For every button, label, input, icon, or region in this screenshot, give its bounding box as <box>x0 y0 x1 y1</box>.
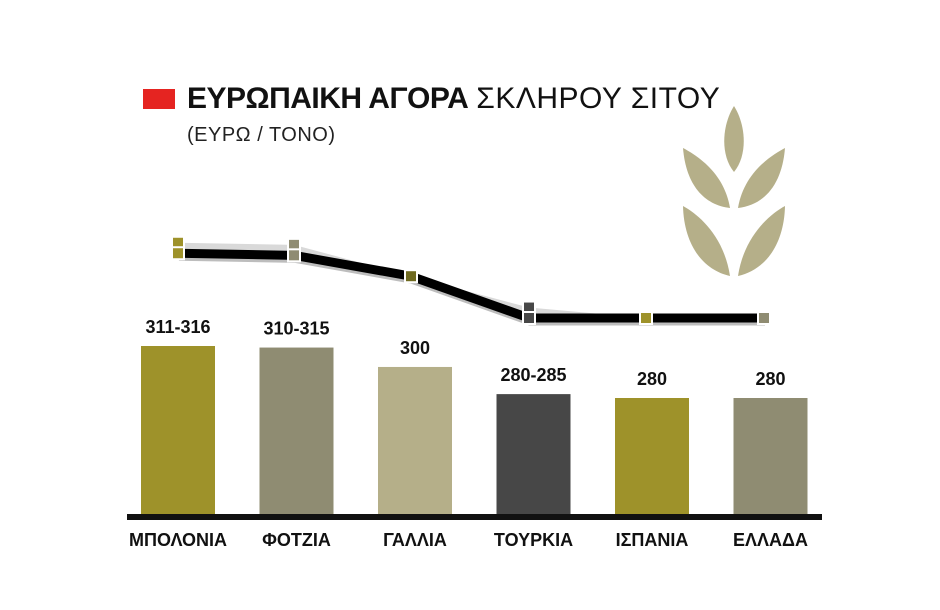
category-label-5: ΙΣΠΑΝΙΑ <box>616 530 689 550</box>
chart-subtitle: (ΕΥΡΩ / ΤΟΝΟ) <box>187 124 336 146</box>
title-bold: ΕΥΡΩΠΑΙΚΗ ΑΓΟΡΑ <box>187 82 469 115</box>
marker-low-4 <box>522 311 536 325</box>
category-label-2: ΦΟΤΖΙΑ <box>262 530 331 550</box>
marker-low-5 <box>639 311 653 325</box>
title-light: ΣΚΛΗΡΟΥ ΣΙΤΟΥ <box>476 82 721 115</box>
x-axis-line <box>127 514 822 520</box>
title-swatch <box>143 89 175 109</box>
marker-low-2 <box>287 248 301 263</box>
bar-5 <box>615 398 689 514</box>
bar-4 <box>496 394 571 514</box>
line-series <box>173 248 769 323</box>
marker-low-3 <box>404 269 418 284</box>
marker-low-6 <box>757 311 771 325</box>
wheat-icon <box>683 106 785 276</box>
value-label-3: 300 <box>400 338 430 358</box>
category-label-3: ΓΑΛΛΙΑ <box>383 530 447 550</box>
value-label-4: 280-285 <box>500 365 566 385</box>
category-label-1: ΜΠΟΛΟΝΙΑ <box>129 530 227 550</box>
marker-low-1 <box>171 246 185 261</box>
bar-3 <box>378 366 452 514</box>
value-label-6: 280 <box>755 369 785 389</box>
value-label-1: 311-316 <box>145 317 210 337</box>
value-label-2: 310-315 <box>263 319 329 339</box>
chart-title: ΕΥΡΩΠΑΙΚΗ ΑΓΟΡΑ ΣΚΛΗΡΟΥ ΣΙΤΟΥ <box>143 82 720 116</box>
category-label-6: ΕΛΛΑΔΑ <box>733 530 808 550</box>
bar-1 <box>141 346 215 514</box>
bar-6 <box>733 398 808 514</box>
value-label-5: 280 <box>637 369 667 389</box>
line-shadow <box>178 251 765 326</box>
bar-2 <box>259 347 334 514</box>
category-label-4: ΤΟΥΡΚΙΑ <box>494 530 573 550</box>
